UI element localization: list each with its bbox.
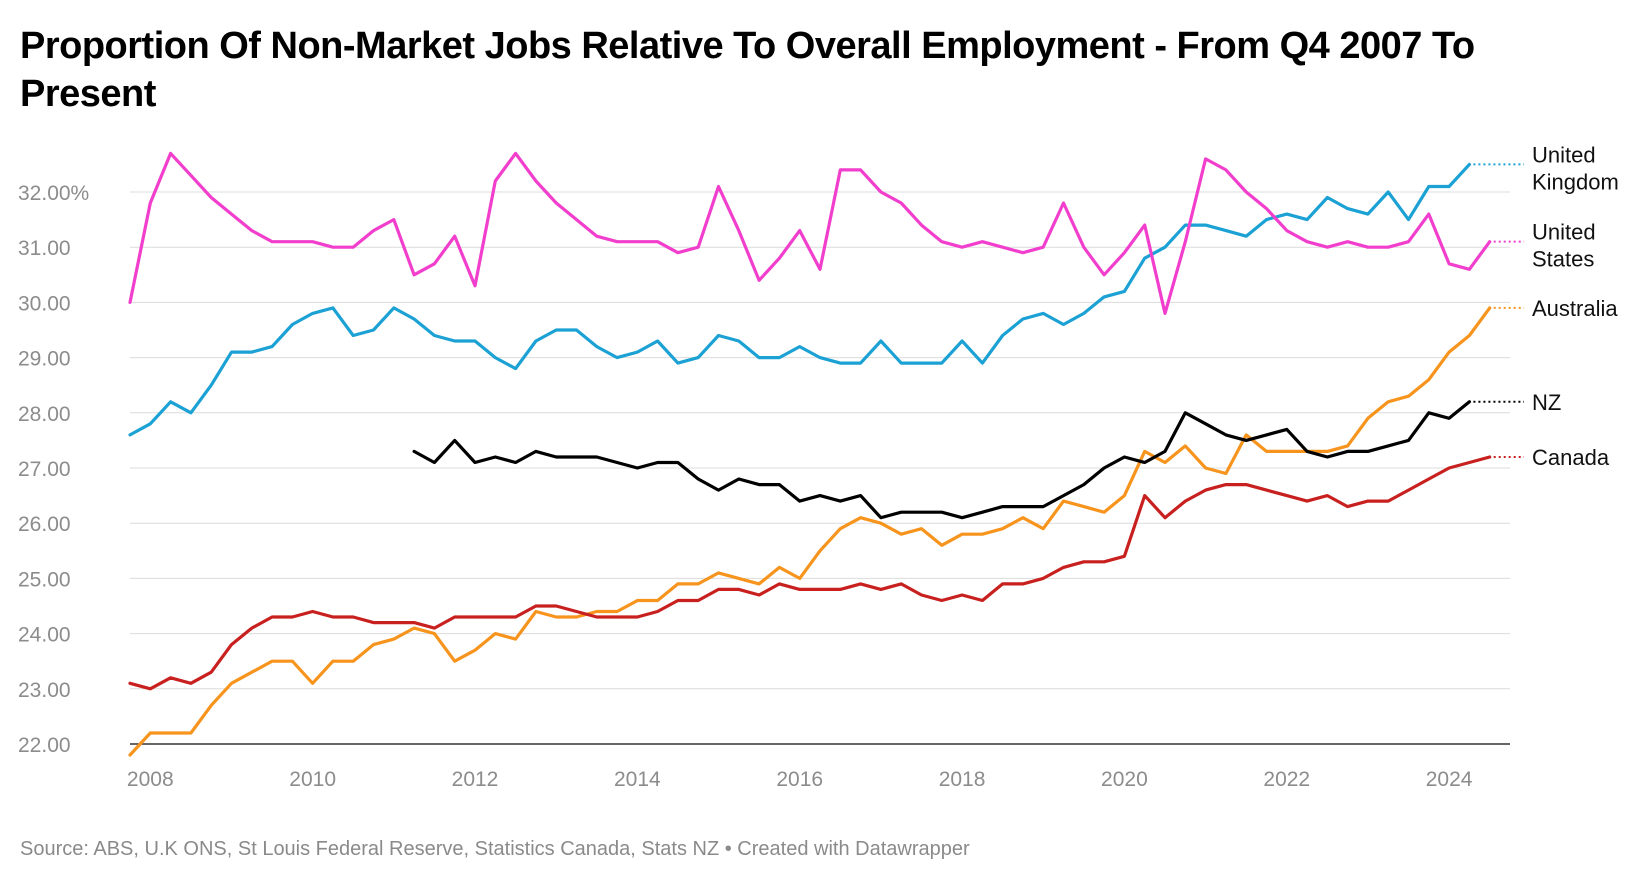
y-tick-label: 22.00 — [18, 734, 71, 757]
series-line-canada — [128, 455, 1492, 691]
series-lines — [128, 151, 1492, 757]
x-tick-label: 2024 — [1426, 768, 1473, 791]
y-tick-label: 30.00 — [18, 292, 71, 315]
series-label: Canada — [1532, 445, 1610, 470]
series-line-united-states — [128, 151, 1492, 315]
series-line-australia — [128, 306, 1492, 757]
y-tick-label: 25.00 — [18, 568, 71, 591]
y-tick-label: 31.00 — [18, 237, 71, 260]
x-tick-label: 2014 — [614, 768, 661, 791]
series-label: United — [1532, 220, 1596, 245]
x-tick-label: 2016 — [776, 768, 823, 791]
y-tick-label: 26.00 — [18, 513, 71, 536]
series-label: Australia — [1532, 296, 1618, 321]
series-label: United — [1532, 142, 1596, 167]
series-labels: UnitedKingdomUnitedStatesAustraliaNZCana… — [1473, 142, 1619, 470]
series-line-united-kingdom — [128, 162, 1472, 437]
x-tick-label: 2022 — [1263, 768, 1310, 791]
x-axis: 2008 2010 2012 2014 2016 2018 2020 2022 2024 — [127, 768, 1473, 791]
series-label: Kingdom — [1532, 169, 1619, 194]
x-tick-label: 2008 — [127, 768, 174, 791]
series-label: NZ — [1532, 390, 1561, 415]
x-tick-label: 2012 — [452, 768, 499, 791]
series-label: States — [1532, 247, 1594, 272]
line-chart: 22.00 23.00 24.00 25.00 26.00 27.00 28.00 29.00… — [18, 142, 1619, 791]
y-tick-label: 28.00 — [18, 403, 71, 426]
x-tick-label: 2010 — [289, 768, 336, 791]
x-tick-label: 2020 — [1101, 768, 1148, 791]
y-tick-label: 27.00 — [18, 458, 71, 481]
y-tick-label: 29.00 — [18, 348, 71, 371]
series-line-nz — [412, 400, 1472, 520]
y-tick-label: 24.00 — [18, 624, 71, 647]
y-tick-label: 23.00 — [18, 679, 71, 702]
source-note: Source: ABS, U.K ONS, St Louis Federal R… — [20, 838, 970, 860]
chart-title: Proportion Of Non-Market Jobs Relative T… — [20, 25, 1475, 115]
y-tick-label: 32.00% — [18, 182, 89, 205]
y-axis: 22.00 23.00 24.00 25.00 26.00 27.00 28.00 29.00… — [18, 182, 89, 757]
x-tick-label: 2018 — [939, 768, 986, 791]
